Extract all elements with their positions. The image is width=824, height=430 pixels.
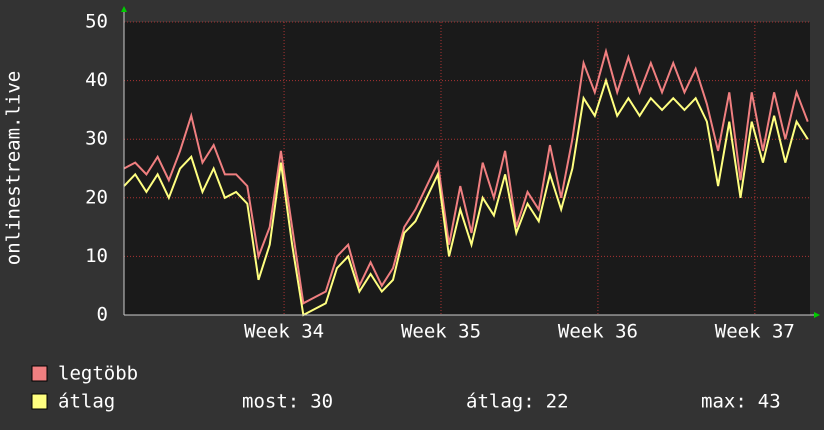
stat-value: 43 (758, 391, 781, 413)
legend-label: legtöbb (58, 363, 138, 385)
stat-label: átlag: (466, 391, 535, 413)
stat-label: most: (242, 391, 299, 413)
legend-swatch (31, 393, 48, 410)
y-tick-label: 30 (85, 128, 108, 150)
y-tick-label: 20 (85, 186, 108, 208)
y-tick-label: 40 (85, 69, 108, 91)
stat-label: max: (701, 391, 747, 413)
x-tick-label: Week 36 (558, 321, 638, 343)
y-axis-label: onlinestream.live (3, 71, 25, 265)
x-arrow (814, 312, 820, 318)
x-tick-label: Week 35 (401, 321, 481, 343)
legend: legtöbb átlag most: 30 átlag: 22 max: 43 (31, 363, 781, 413)
y-tick-label: 0 (97, 304, 108, 326)
y-tick-label: 10 (85, 245, 108, 267)
series-line (123, 77, 809, 317)
legend-label: átlag (58, 391, 115, 413)
stat-value: 22 (546, 391, 569, 413)
stat-value: 30 (310, 391, 333, 413)
legend-swatch (31, 365, 48, 382)
lines (123, 47, 809, 317)
y-tick-label: 50 (85, 11, 108, 33)
x-tick-label: Week 34 (244, 321, 324, 343)
series-line (123, 47, 809, 305)
y-arrow (121, 6, 127, 12)
plot-area (124, 22, 810, 315)
x-tick-label: Week 37 (715, 321, 795, 343)
